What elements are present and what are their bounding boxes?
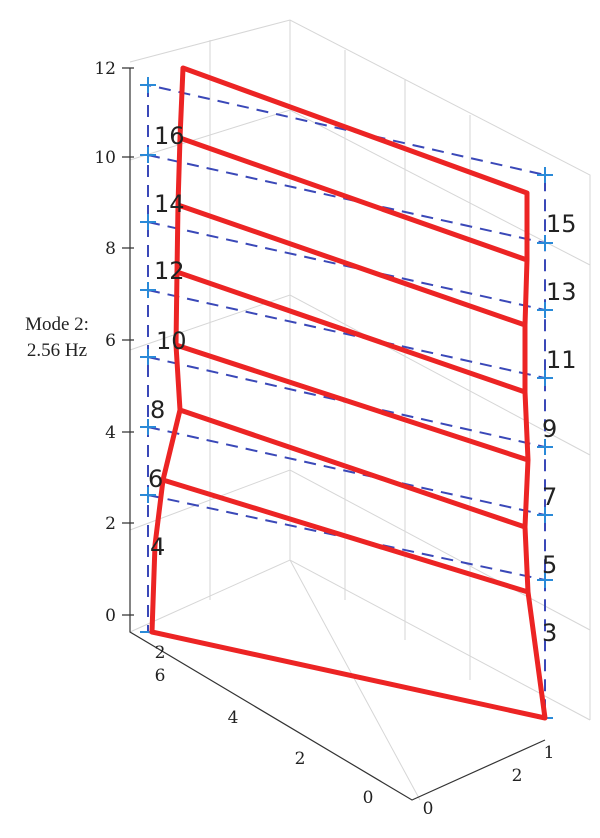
vertical-tick-label: 10	[94, 148, 116, 168]
node-label: 15	[546, 210, 577, 238]
depth-tick-label: 0	[363, 788, 374, 808]
node-label: 8	[150, 396, 165, 424]
depth-tick-label: 4	[228, 708, 239, 728]
vertical-tick-label: 6	[105, 331, 116, 351]
node-label: 13	[546, 278, 577, 306]
vertical-tick-label: 12	[94, 59, 116, 79]
node-label: 6	[148, 465, 163, 493]
depth-tick-label: 2	[155, 643, 166, 663]
node-label: 11	[546, 346, 577, 374]
width-tick-label: 0	[423, 799, 434, 819]
vertical-tick-label: 8	[105, 239, 116, 259]
annotation-frequency: 2.56 Hz	[27, 340, 87, 361]
node-label: 9	[542, 415, 557, 443]
undeformed-frame	[140, 77, 553, 720]
deformed-frame	[149, 65, 548, 721]
node-label: 5	[542, 551, 557, 579]
vertical-tick-label: 0	[105, 606, 116, 626]
node-label: 3	[542, 619, 557, 647]
width-tick-label: 1	[544, 743, 555, 763]
node-label: 7	[542, 483, 557, 511]
node-label: 14	[154, 190, 185, 218]
vertical-tick-label: 2	[105, 514, 116, 534]
depth-tick-label: 6	[155, 666, 166, 686]
node-label: 12	[154, 257, 185, 285]
vertical-tick-label: 4	[105, 423, 116, 443]
depth-tick-label: 2	[295, 749, 306, 769]
annotation-mode: Mode 2:	[25, 314, 89, 335]
node-label: 4	[150, 533, 165, 561]
node-label: 10	[156, 327, 187, 355]
node-label: 16	[154, 122, 185, 150]
width-tick-label: 2	[512, 766, 523, 786]
axes	[122, 67, 546, 801]
background-grid	[129, 19, 591, 801]
